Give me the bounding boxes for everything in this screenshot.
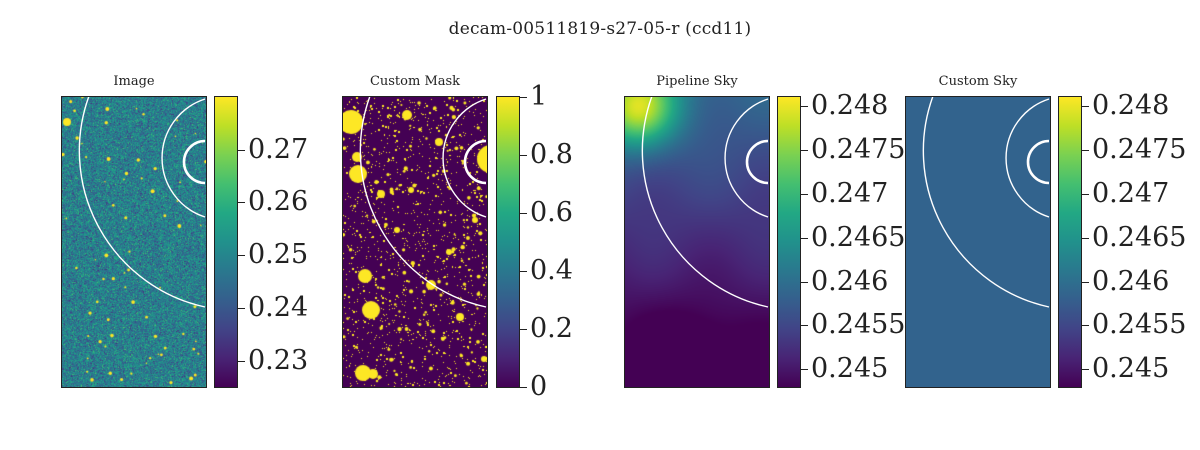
- colorbar-tick-label: 0.2475: [1092, 134, 1187, 165]
- colorbar-tick: [238, 308, 245, 309]
- colorbar-tick-label: 0.2455: [811, 309, 906, 340]
- small-ring: [1026, 139, 1050, 185]
- panel-title: Pipeline Sky: [656, 74, 738, 89]
- colorbar-tick: [238, 202, 245, 203]
- colorbar-tick: [801, 282, 808, 283]
- colorbar-tick: [801, 106, 808, 107]
- large-ring: [641, 97, 769, 308]
- colorbar-tick: [1082, 282, 1089, 283]
- large-ring: [78, 97, 206, 308]
- mid-ring: [724, 98, 769, 218]
- colorbar-tick-label: 1: [530, 81, 548, 112]
- colorbar-tick: [1082, 150, 1089, 151]
- colorbar-tick-label: 0.2: [530, 313, 573, 344]
- mid-ring: [1005, 98, 1050, 218]
- large-ring: [922, 97, 1050, 308]
- colorbar-tick: [238, 255, 245, 256]
- colorbar-tick: [801, 369, 808, 370]
- colorbar-tick-label: 0.245: [811, 353, 889, 384]
- colorbar-tick-label: 0.23: [248, 345, 309, 376]
- ring-overlay: [641, 97, 769, 308]
- mid-ring: [161, 98, 206, 218]
- colorbar-tick-label: 0.2465: [811, 222, 906, 253]
- ring-overlay: [359, 97, 487, 308]
- colorbar-tick: [801, 194, 808, 195]
- mid-ring: [442, 98, 487, 218]
- colorbar-tick: [1082, 106, 1089, 107]
- colorbar-tick-label: 0.247: [811, 178, 889, 209]
- large-ring: [359, 97, 487, 308]
- colorbar-tick-label: 0.246: [1092, 266, 1170, 297]
- colorbar-tick-label: 0.2455: [1092, 309, 1187, 340]
- small-ring: [182, 139, 206, 185]
- colorbar-tick-label: 0.27: [248, 134, 309, 165]
- colorbar: [214, 96, 238, 388]
- colorbar-tick-label: 0.2465: [1092, 222, 1187, 253]
- heatmap-image: [342, 96, 488, 388]
- colorbar-tick-label: 0.248: [811, 90, 889, 121]
- heatmap-raster: [625, 97, 769, 387]
- colorbar-tick-label: 0.8: [530, 139, 573, 170]
- panel-title: Custom Mask: [369, 74, 461, 89]
- heatmap-raster: [343, 97, 487, 387]
- colorbar-tick-label: 0.26: [248, 186, 309, 217]
- colorbar-tick: [520, 387, 527, 388]
- figure-suptitle: decam-00511819-s27-05-r (ccd11): [448, 19, 752, 39]
- colorbar-tick-label: 0.248: [1092, 90, 1170, 121]
- ring-overlay: [922, 97, 1050, 308]
- colorbar-tick: [520, 271, 527, 272]
- colorbar-tick: [520, 329, 527, 330]
- heatmap-raster: [906, 97, 1050, 387]
- colorbar-tick-label: 0: [530, 371, 548, 402]
- heatmap-raster: [62, 97, 206, 387]
- colorbar-tick-label: 0.246: [811, 266, 889, 297]
- small-ring: [463, 139, 487, 185]
- colorbar-tick: [1082, 325, 1089, 326]
- colorbar-tick-label: 0.247: [1092, 178, 1170, 209]
- colorbar-tick: [1082, 369, 1089, 370]
- colorbar-tick-label: 0.6: [530, 197, 573, 228]
- colorbar-tick-label: 0.25: [248, 239, 309, 270]
- colorbar-tick: [238, 150, 245, 151]
- colorbar-tick: [1082, 238, 1089, 239]
- colorbar-tick: [520, 97, 527, 98]
- colorbar-tick: [801, 238, 808, 239]
- colorbar-tick: [801, 150, 808, 151]
- colorbar-tick-label: 0.2475: [811, 134, 906, 165]
- colorbar-tick: [238, 361, 245, 362]
- colorbar: [496, 96, 520, 388]
- panel-title: Custom Sky: [938, 74, 1018, 89]
- colorbar: [777, 96, 801, 388]
- ring-overlay: [78, 97, 206, 308]
- colorbar-tick: [520, 213, 527, 214]
- colorbar: [1058, 96, 1082, 388]
- colorbar-tick-label: 0.245: [1092, 353, 1170, 384]
- heatmap-image: [905, 96, 1051, 388]
- colorbar-tick-label: 0.24: [248, 292, 309, 323]
- colorbar-tick: [1082, 194, 1089, 195]
- colorbar-tick: [520, 155, 527, 156]
- panel-title: Image: [113, 74, 155, 89]
- small-ring: [745, 139, 769, 185]
- colorbar-tick-label: 0.4: [530, 255, 573, 286]
- colorbar-tick: [801, 325, 808, 326]
- heatmap-image: [61, 96, 207, 388]
- heatmap-image: [624, 96, 770, 388]
